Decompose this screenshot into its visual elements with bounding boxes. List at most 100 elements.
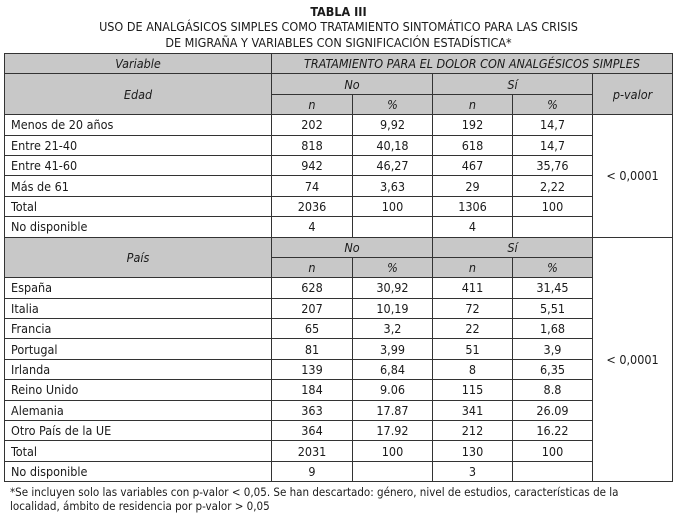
no-n-cell: 628 (271, 277, 353, 299)
si-n-cell: 192 (432, 114, 513, 136)
si-pct-cell: 3,9 (512, 338, 593, 360)
table-title-line-1: USO DE ANALGÁSICOS SIMPLES COMO TRATAMIE… (99, 19, 578, 34)
si-pct-cell: 100 (512, 195, 593, 218)
no-n-cell: 364 (271, 420, 353, 442)
table-number: TABLA III (310, 4, 367, 19)
no-pct-cell: 17.92 (352, 420, 433, 442)
table-row: Total 2036 100 1306 100 (4, 195, 673, 218)
treatment-header: TRATAMIENTO PARA EL DOLOR CON ANALGÉSICO… (270, 52, 674, 75)
data-table: Variable TRATAMIENTO PARA EL DOLOR CON A… (4, 52, 674, 483)
no-n-cell: 207 (271, 297, 353, 320)
no-n-cell: 65 (271, 318, 353, 340)
si-pct-cell: 6,35 (512, 358, 593, 381)
no-n-cell: 942 (271, 154, 353, 177)
table-row: Otro País de la UE 364 17.92 212 16.22 (4, 420, 673, 442)
si-pct-cell: 5,51 (512, 297, 593, 320)
no-pct-header: % (352, 93, 433, 116)
footnote: *Se incluyen solo las variables con p-va… (10, 485, 670, 513)
si-pct-cell: 100 (512, 440, 593, 462)
no-pct-cell (352, 460, 433, 483)
header-row: Variable TRATAMIENTO PARA EL DOLOR CON A… (4, 52, 674, 75)
no-n-cell: 184 (271, 379, 353, 401)
table-row: Irlanda 139 6,84 8 6,35 (4, 358, 673, 381)
no-pct-cell: 3,99 (352, 338, 433, 360)
si-n-cell: 115 (432, 379, 513, 401)
si-pct-cell: 35,76 (512, 154, 593, 177)
no-pct-cell: 30,92 (352, 277, 433, 299)
no-n-cell: 139 (271, 358, 353, 381)
row-label: Portugal (4, 338, 272, 360)
no-n-cell: 9 (271, 460, 353, 483)
footnote-line-2: localidad, ámbito de residencia por p-va… (10, 499, 270, 513)
variable-header: Variable (4, 52, 272, 75)
row-label: Total (4, 195, 272, 218)
si-pct-cell (512, 460, 593, 483)
p-value-cell: < 0,0001 (591, 236, 674, 483)
no-pct-cell (352, 216, 433, 238)
si-n-cell: 51 (432, 338, 513, 360)
si-n-cell: 22 (432, 318, 513, 340)
si-pct-cell: 14,7 (512, 114, 593, 136)
table-row: Reino Unido 184 9.06 115 8.8 (4, 379, 673, 401)
table-row: Entre 41-60 942 46,27 467 35,76 (4, 154, 673, 177)
row-label: Francia (4, 318, 272, 340)
table-row: Francia 65 3,2 22 1,68 (4, 318, 673, 340)
table-title-line-2: DE MIGRAÑA Y VARIABLES CON SIGNIFICACIÓN… (165, 35, 512, 50)
no-pct-header: % (352, 256, 433, 279)
si-pct-cell: 2,22 (512, 175, 593, 197)
no-header: No (271, 236, 433, 258)
si-header: Sí (432, 236, 593, 258)
si-pct-cell: 14,7 (512, 134, 593, 156)
no-pct-cell: 3,63 (352, 175, 433, 197)
edad-header-row: Edad No Sí p-valor (4, 73, 674, 116)
table-row: Entre 21-40 818 40,18 618 14,7 (4, 134, 673, 156)
no-n-cell: 818 (271, 134, 353, 156)
row-label: España (4, 277, 272, 299)
si-pct-cell: 26.09 (512, 399, 593, 422)
no-n-cell: 202 (271, 114, 353, 136)
si-n-cell: 3 (432, 460, 513, 483)
si-pct-cell (512, 216, 593, 238)
si-n-header: n (432, 93, 513, 116)
si-n-cell: 411 (432, 277, 513, 299)
si-n-cell: 467 (432, 154, 513, 177)
no-n-cell: 74 (271, 175, 353, 197)
row-label: Irlanda (4, 358, 272, 381)
si-n-cell: 212 (432, 420, 513, 442)
si-n-cell: 618 (432, 134, 513, 156)
no-pct-cell: 9,92 (352, 114, 433, 136)
no-pct-cell: 9.06 (352, 379, 433, 401)
si-pct-cell: 16.22 (512, 420, 593, 442)
p-value-cell: < 0,0001 (591, 114, 674, 238)
si-n-header: n (432, 256, 513, 279)
table-row: Más de 61 74 3,63 29 2,22 (4, 175, 673, 197)
row-label: Total (4, 440, 272, 462)
no-pct-cell: 46,27 (352, 154, 433, 177)
table-row: No disponible 4 4 (4, 216, 673, 238)
table-row: No disponible 9 3 (4, 460, 673, 483)
si-pct-cell: 1,68 (512, 318, 593, 340)
si-n-cell: 341 (432, 399, 513, 422)
table-row: Italia 207 10,19 72 5,51 (4, 297, 673, 320)
si-pct-cell: 31,45 (512, 277, 593, 299)
row-label: No disponible (4, 460, 272, 483)
no-n-cell: 4 (271, 216, 353, 238)
row-label: Entre 21-40 (4, 134, 272, 156)
no-header: No (271, 73, 433, 95)
no-pct-cell: 6,84 (352, 358, 433, 381)
row-label: No disponible (4, 216, 272, 238)
no-n-cell: 81 (271, 338, 353, 360)
row-label: Menos de 20 años (4, 114, 272, 136)
row-label: Reino Unido (4, 379, 272, 401)
table-row: Total 2031 100 130 100 (4, 440, 673, 462)
no-n-header: n (271, 256, 353, 279)
no-n-cell: 2036 (271, 195, 353, 218)
no-n-cell: 2031 (271, 440, 353, 462)
pvalor-header: p-valor (591, 73, 674, 116)
si-n-cell: 72 (432, 297, 513, 320)
no-pct-cell: 3,2 (352, 318, 433, 340)
si-header: Sí (432, 73, 593, 95)
table-row: Portugal 81 3,99 51 3,9 (4, 338, 673, 360)
si-n-cell: 4 (432, 216, 513, 238)
table-row: Alemania 363 17.87 341 26.09 (4, 399, 673, 422)
